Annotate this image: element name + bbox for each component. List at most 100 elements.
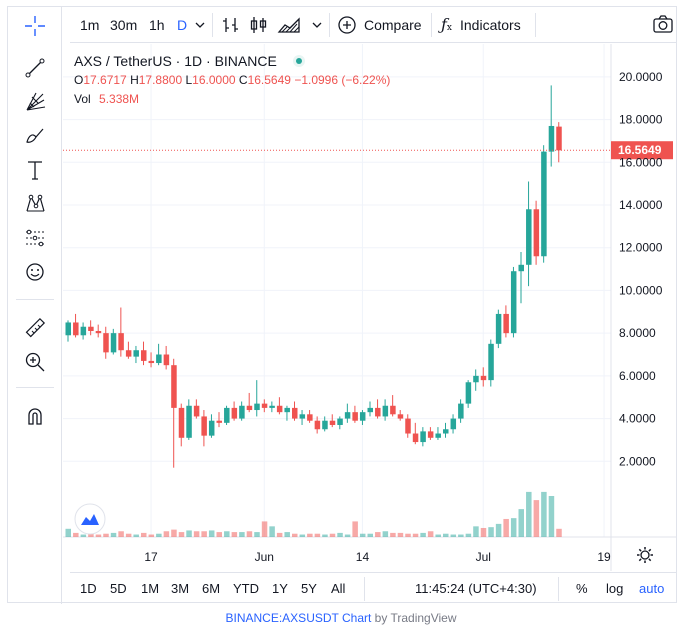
candle-body xyxy=(337,418,343,425)
interval-30m-button[interactable]: 30m xyxy=(110,17,138,33)
smiley-icon[interactable] xyxy=(17,257,53,287)
candle-body xyxy=(201,416,207,436)
separator xyxy=(535,13,536,37)
high-value: 17.8800 xyxy=(138,73,183,87)
time-axis[interactable]: 17 Jun 14 Jul 19 xyxy=(144,550,611,564)
volume-bar xyxy=(480,527,487,537)
price-axis[interactable]: 2.0000 4.0000 6.0000 8.0000 10.0000 12.0000 14… xyxy=(619,70,663,468)
bar-chart-icon[interactable] xyxy=(220,7,242,43)
candle-body xyxy=(510,271,517,334)
candle-body xyxy=(103,333,109,353)
separator xyxy=(364,577,365,601)
candle-body xyxy=(450,418,457,430)
log-scale-button[interactable]: log xyxy=(606,581,624,596)
candle-series xyxy=(65,85,562,468)
gann-fan-icon[interactable] xyxy=(17,87,53,117)
volume-bar xyxy=(118,531,124,537)
brush-icon[interactable] xyxy=(17,121,53,151)
range-1d-button[interactable]: 1D xyxy=(80,581,97,596)
price-tick-label: 4.0000 xyxy=(619,412,656,426)
volume-bar xyxy=(201,531,207,537)
volume-bar xyxy=(254,532,260,537)
volume-bar xyxy=(314,533,321,537)
market-status-icon[interactable] xyxy=(292,55,305,67)
auto-scale-button[interactable]: auto xyxy=(639,581,665,596)
volume-bar xyxy=(382,531,389,537)
range-1m-button[interactable]: 1M xyxy=(141,581,160,596)
volume-legend: Vol 5.338M xyxy=(74,92,390,106)
volume-bar xyxy=(246,531,253,537)
text-tool-icon[interactable] xyxy=(17,155,53,185)
magnet-icon[interactable] xyxy=(17,401,53,431)
volume-bar xyxy=(261,521,268,537)
trend-line-icon[interactable] xyxy=(17,53,53,83)
candle-body xyxy=(397,414,404,419)
candle-body xyxy=(359,412,366,421)
symbol-title[interactable]: AXS / TetherUS · 1D · BINANCE xyxy=(74,53,277,69)
camera-icon[interactable] xyxy=(652,7,674,43)
candle-body xyxy=(427,431,434,438)
candle-body xyxy=(216,420,222,423)
toolbar-separator xyxy=(16,387,54,388)
volume-bar xyxy=(533,500,540,537)
clock-time[interactable]: 11:45:24 (UTC+4:30) xyxy=(415,581,537,596)
indicators-button[interactable]: ƒx Indicators xyxy=(441,7,521,43)
candle-body xyxy=(133,350,139,357)
price-tick-label: 2.0000 xyxy=(619,454,656,468)
candles-icon[interactable] xyxy=(248,7,270,43)
range-6m-button[interactable]: 6M xyxy=(202,581,221,596)
price-chart[interactable]: 16.5649 2.0000 4.0000 6.0000 8.0000 10.0000 1… xyxy=(63,44,677,571)
candle-body xyxy=(518,264,524,272)
percent-scale-button[interactable]: % xyxy=(576,581,588,596)
interval-1m-button[interactable]: 1m xyxy=(80,17,100,33)
forecast-icon[interactable] xyxy=(17,223,53,253)
volume-bar xyxy=(88,533,94,537)
candle-body xyxy=(526,209,532,265)
volume-bar xyxy=(412,533,419,537)
volume-bar xyxy=(450,534,457,537)
volume-bar xyxy=(329,533,336,537)
candle-body xyxy=(95,331,102,334)
candle-body xyxy=(88,326,94,332)
grid xyxy=(63,44,611,537)
range-all-button[interactable]: All xyxy=(331,581,346,596)
ruler-icon[interactable] xyxy=(17,313,53,343)
gear-icon[interactable] xyxy=(637,547,653,563)
candle-body xyxy=(352,412,358,421)
volume-bar xyxy=(80,534,87,537)
open-value: 17.6717 xyxy=(83,73,127,87)
candle-body xyxy=(141,350,147,361)
candle-body xyxy=(390,405,396,415)
compare-button[interactable]: Compare xyxy=(338,7,422,43)
interval-1h-button[interactable]: 1h xyxy=(149,17,165,33)
pattern-icon[interactable] xyxy=(17,189,53,219)
range-1y-button[interactable]: 1Y xyxy=(272,581,288,596)
range-5d-button[interactable]: 5D xyxy=(110,581,127,596)
interval-dropdown-icon[interactable] xyxy=(194,7,206,43)
tradingview-logo[interactable] xyxy=(74,503,106,535)
symbol-title-row: AXS / TetherUS · 1D · BINANCE xyxy=(74,53,390,69)
volume-bar xyxy=(503,518,509,537)
range-3m-button[interactable]: 3M xyxy=(171,581,190,596)
crosshair-icon[interactable] xyxy=(17,11,53,41)
volume-bar xyxy=(125,533,132,537)
candle-body xyxy=(495,313,502,344)
candle-body xyxy=(443,429,449,434)
volume-bar xyxy=(397,532,404,537)
volume-bar xyxy=(171,529,177,537)
volume-bar xyxy=(110,532,117,537)
tradingview-credit[interactable]: by TradingView xyxy=(374,611,457,625)
symbol-chart-link[interactable]: BINANCE:AXSUSDT Chart xyxy=(225,611,372,625)
price-tick-label: 14.0000 xyxy=(619,198,663,212)
chart-type-dropdown-icon[interactable] xyxy=(311,7,323,43)
function-icon: ƒx xyxy=(441,15,452,34)
candle-body xyxy=(367,407,373,413)
range-ytd-button[interactable]: YTD xyxy=(233,581,259,596)
candle-body xyxy=(420,431,426,443)
zoom-in-icon[interactable] xyxy=(17,347,53,377)
interval-d-button[interactable]: D xyxy=(177,17,188,33)
price-tick-label: 10.0000 xyxy=(619,283,663,297)
range-5y-button[interactable]: 5Y xyxy=(301,581,317,596)
volume-bar xyxy=(322,534,328,537)
area-chart-icon[interactable] xyxy=(277,7,303,43)
